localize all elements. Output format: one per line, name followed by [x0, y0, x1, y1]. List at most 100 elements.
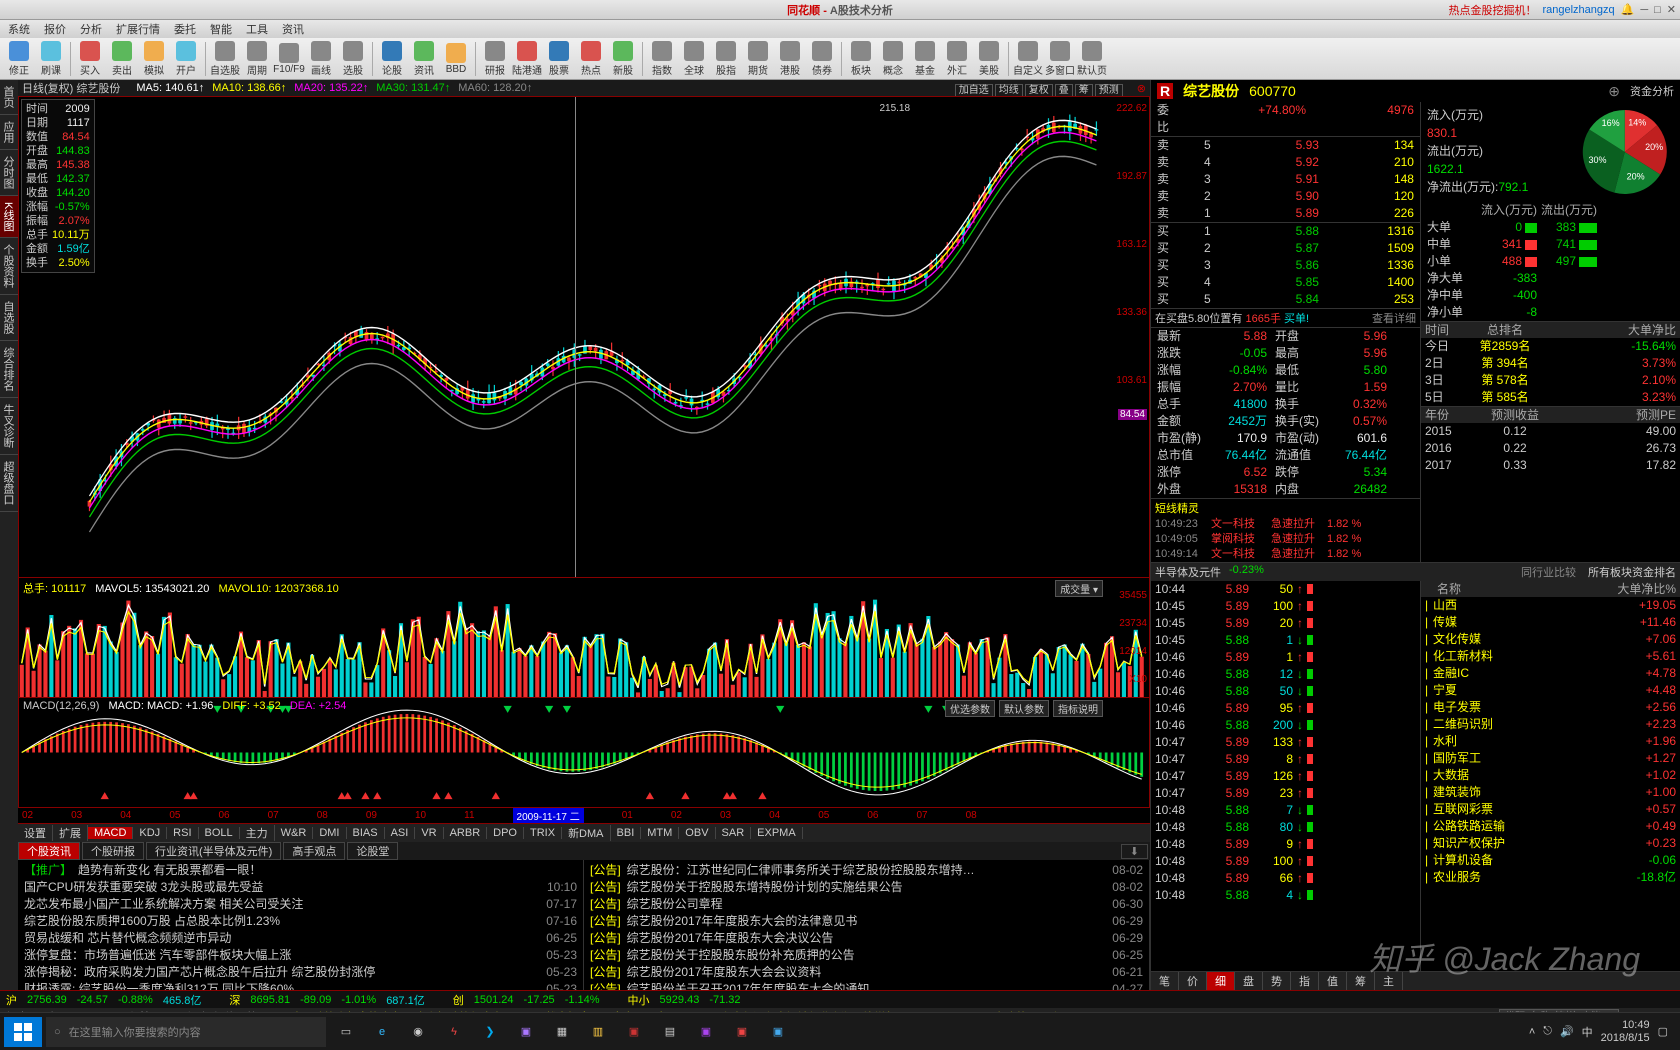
chbtn-筹[interactable]: 筹	[1075, 84, 1093, 97]
macdbtn-默认参数[interactable]: 默认参数	[999, 700, 1049, 717]
sector-row[interactable]: |山西+19.05	[1421, 597, 1680, 614]
toolbar-全球[interactable]: 全球	[679, 41, 709, 77]
app-icon-7[interactable]: ▣	[762, 1017, 794, 1047]
newstab-2[interactable]: 行业资讯(半导体及元件)	[146, 842, 281, 860]
indtab-MTM[interactable]: MTM	[641, 827, 679, 839]
ticktab-价[interactable]: 价	[1179, 972, 1207, 990]
news-item[interactable]: [公告]综艺股份2017年年度股东大会的法律意见书06-29	[590, 913, 1143, 930]
news-item[interactable]: 贸易战缓和 芯片替代概念频频逆市异动06-25	[24, 930, 577, 947]
lside-tab-3[interactable]: K线图	[0, 196, 18, 238]
ticktab-细[interactable]: 细	[1207, 972, 1235, 990]
newstab-0[interactable]: 个股资讯	[18, 842, 80, 860]
toolbar-周期[interactable]: 周期	[242, 41, 272, 77]
sector-row[interactable]: |水利+1.96	[1421, 733, 1680, 750]
sector-row[interactable]: |二维码识别+2.23	[1421, 716, 1680, 733]
min-button[interactable]: ─	[1640, 4, 1648, 16]
ticktab-指[interactable]: 指	[1291, 972, 1319, 990]
chbtn-叠[interactable]: 叠	[1055, 84, 1073, 97]
news-item[interactable]: [公告]综艺股份公司章程06-30	[590, 896, 1143, 913]
ob-bid-4[interactable]: 买45.851400	[1151, 274, 1420, 291]
sector-row[interactable]: |电子发票+2.56	[1421, 699, 1680, 716]
toolbar-F10/F9[interactable]: F10/F9	[274, 43, 304, 75]
indtab-RSI[interactable]: RSI	[167, 827, 198, 839]
lside-tab-6[interactable]: 综合排名	[0, 341, 18, 398]
chbtn-均线[interactable]: 均线	[995, 84, 1023, 97]
menu-报价[interactable]: 报价	[44, 21, 66, 37]
menu-委托[interactable]: 委托	[174, 21, 196, 37]
toolbar-模拟[interactable]: 模拟	[139, 41, 169, 77]
sector-row[interactable]: |计算机设备-0.06	[1421, 852, 1680, 869]
toolbar-港股[interactable]: 港股	[775, 41, 805, 77]
ob-ask-5[interactable]: 卖55.93134	[1151, 137, 1420, 154]
toolbar-研报[interactable]: 研报	[480, 41, 510, 77]
menu-工具[interactable]: 工具	[246, 21, 268, 37]
toolbar-买入[interactable]: 买入	[75, 41, 105, 77]
menu-资讯[interactable]: 资讯	[282, 21, 304, 37]
vs-icon[interactable]: ▣	[510, 1017, 542, 1047]
indtab-OBV[interactable]: OBV	[679, 827, 715, 839]
toolbar-默认页[interactable]: 默认页	[1077, 41, 1107, 77]
news-item[interactable]: 涨停揭秘：政府采购发力国产芯片概念股午后拉升 综艺股份封涨停05-23	[24, 964, 577, 981]
task-view-icon[interactable]: ▭	[330, 1017, 362, 1047]
newstab-3[interactable]: 高手观点	[283, 842, 345, 860]
sector-row[interactable]: |化工新材料+5.61	[1421, 648, 1680, 665]
ie-icon[interactable]: e	[366, 1017, 398, 1047]
app-icon-2[interactable]: ❯	[474, 1017, 506, 1047]
ob-bid-5[interactable]: 买55.84253	[1151, 291, 1420, 308]
ticktab-盘[interactable]: 盘	[1235, 972, 1263, 990]
indtab-VR[interactable]: VR	[415, 827, 443, 839]
indtab-BOLL[interactable]: BOLL	[199, 827, 240, 839]
news-item[interactable]: 【推广】趋势有新变化 有无股票都看一眼！	[24, 862, 577, 879]
indtab-ARBR[interactable]: ARBR	[444, 827, 488, 839]
app-icon-6[interactable]: ▣	[726, 1017, 758, 1047]
news-item[interactable]: [公告]综艺股份2017年年度股东大会决议公告06-29	[590, 930, 1143, 947]
menu-智能[interactable]: 智能	[210, 21, 232, 37]
ticktab-值[interactable]: 值	[1319, 972, 1347, 990]
ob-bid-3[interactable]: 买35.861336	[1151, 257, 1420, 274]
toolbar-概念[interactable]: 概念	[878, 41, 908, 77]
chart-close-icon[interactable]: ⊗	[1137, 82, 1146, 95]
news-item[interactable]: 国产CPU研发获重要突破 3龙头股或最先受益10:10	[24, 879, 577, 896]
indtab-ASI[interactable]: ASI	[385, 827, 416, 839]
toolbar-修正[interactable]: 修正	[4, 41, 34, 77]
indtab-BIAS[interactable]: BIAS	[347, 827, 385, 839]
indtab-KDJ[interactable]: KDJ	[133, 827, 167, 839]
hotspot-link[interactable]: 热点金股挖掘机！	[1448, 2, 1536, 18]
ticktab-笔[interactable]: 笔	[1151, 972, 1179, 990]
menu-扩展行情[interactable]: 扩展行情	[116, 21, 160, 37]
sector-row[interactable]: |农业服务-18.8亿	[1421, 869, 1680, 886]
toolbar-热点[interactable]: 热点	[576, 41, 606, 77]
indtab-BBI[interactable]: BBI	[611, 827, 642, 839]
app-icon-1[interactable]: ϟ	[438, 1017, 470, 1047]
news-item[interactable]: 龙芯发布最小国产工业系统解决方案 相关公司受关注07-17	[24, 896, 577, 913]
lside-tab-8[interactable]: 超级盘口	[0, 455, 18, 512]
toolbar-新股[interactable]: 新股	[608, 41, 638, 77]
app-icon-4[interactable]: ▣	[618, 1017, 650, 1047]
tray-net-icon[interactable]: ⎋	[1543, 1025, 1552, 1038]
max-button[interactable]: □	[1654, 4, 1661, 16]
news-item[interactable]: [公告]综艺股份关于控股股东股份补充质押的公告06-25	[590, 947, 1143, 964]
toolbar-债券[interactable]: 债券	[807, 41, 837, 77]
volume-pane[interactable]: 总手: 101117 MAVOL5: 13543021.20 MAVOL10: …	[18, 578, 1150, 698]
indtab-EXPMA[interactable]: EXPMA	[751, 827, 803, 839]
ob-bid-2[interactable]: 买25.871509	[1151, 240, 1420, 257]
indtab-主力[interactable]: 主力	[240, 825, 275, 841]
tray-notif-icon[interactable]: ▢	[1658, 1025, 1668, 1038]
ob-ask-4[interactable]: 卖45.92210	[1151, 154, 1420, 171]
tray-ime-icon[interactable]: 中	[1582, 1024, 1593, 1040]
calc-icon[interactable]: ▤	[654, 1017, 686, 1047]
main-chart[interactable]: 时间2009日期1117数值84.54开盘144.83最高145.38最低142…	[18, 96, 1150, 578]
notif-icon[interactable]: 🔔	[1621, 3, 1635, 16]
toolbar-股指[interactable]: 股指	[711, 41, 741, 77]
ob-ask-3[interactable]: 卖35.91148	[1151, 171, 1420, 188]
ticktab-筹[interactable]: 筹	[1347, 972, 1375, 990]
indtab-MACD[interactable]: MACD	[88, 827, 133, 839]
close-button[interactable]: ✕	[1667, 3, 1676, 16]
sector-row[interactable]: |互联网彩票+0.57	[1421, 801, 1680, 818]
newstab-1[interactable]: 个股研报	[82, 842, 144, 860]
news-item[interactable]: [公告]综艺股份：江苏世纪同仁律师事务所关于综艺股份控股股东增持…08-02	[590, 862, 1143, 879]
tray-clock[interactable]: 10:492018/8/15	[1601, 1019, 1650, 1045]
add-fav-icon[interactable]: ⊕	[1608, 83, 1620, 100]
macdbtn-指标说明[interactable]: 指标说明	[1053, 700, 1103, 717]
toolbar-开户[interactable]: 开户	[171, 41, 201, 77]
